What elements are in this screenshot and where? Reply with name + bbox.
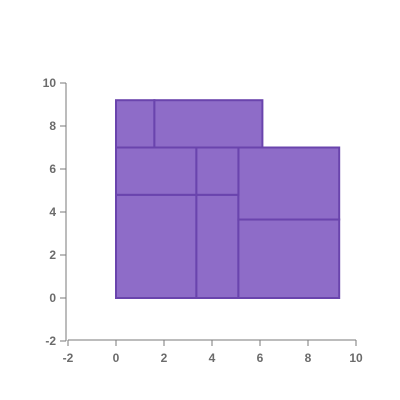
rectangle-6 — [195, 146, 240, 196]
y-tick-label: -2 — [45, 334, 56, 348]
rectangles-group — [115, 99, 341, 299]
y-tick-label: 2 — [49, 248, 56, 262]
rectangle-3 — [237, 218, 341, 299]
y-tick-label: 8 — [49, 119, 56, 133]
y-axis: -2 0 2 4 6 8 10 — [43, 76, 67, 348]
y-tick-label: 10 — [43, 76, 57, 90]
x-tick-label: 0 — [113, 351, 120, 365]
x-tick-label: 4 — [209, 351, 216, 365]
rectangle-1 — [115, 193, 198, 299]
x-tick-label: 8 — [305, 351, 312, 365]
x-tick-label: 2 — [161, 351, 168, 365]
y-tick-label: 4 — [49, 205, 56, 219]
rectangle-4 — [237, 146, 341, 221]
rectangle-8 — [153, 99, 264, 149]
x-tick-label: 10 — [349, 351, 363, 365]
rectangle-7 — [115, 99, 156, 149]
rectangle-2 — [195, 193, 240, 299]
x-tick-label: -2 — [63, 351, 74, 365]
y-tick-label: 6 — [49, 162, 56, 176]
x-axis: -2 0 2 4 6 8 10 — [63, 339, 363, 365]
x-tick-label: 6 — [257, 351, 264, 365]
rectangle-5 — [115, 146, 198, 196]
y-tick-label: 0 — [49, 291, 56, 305]
